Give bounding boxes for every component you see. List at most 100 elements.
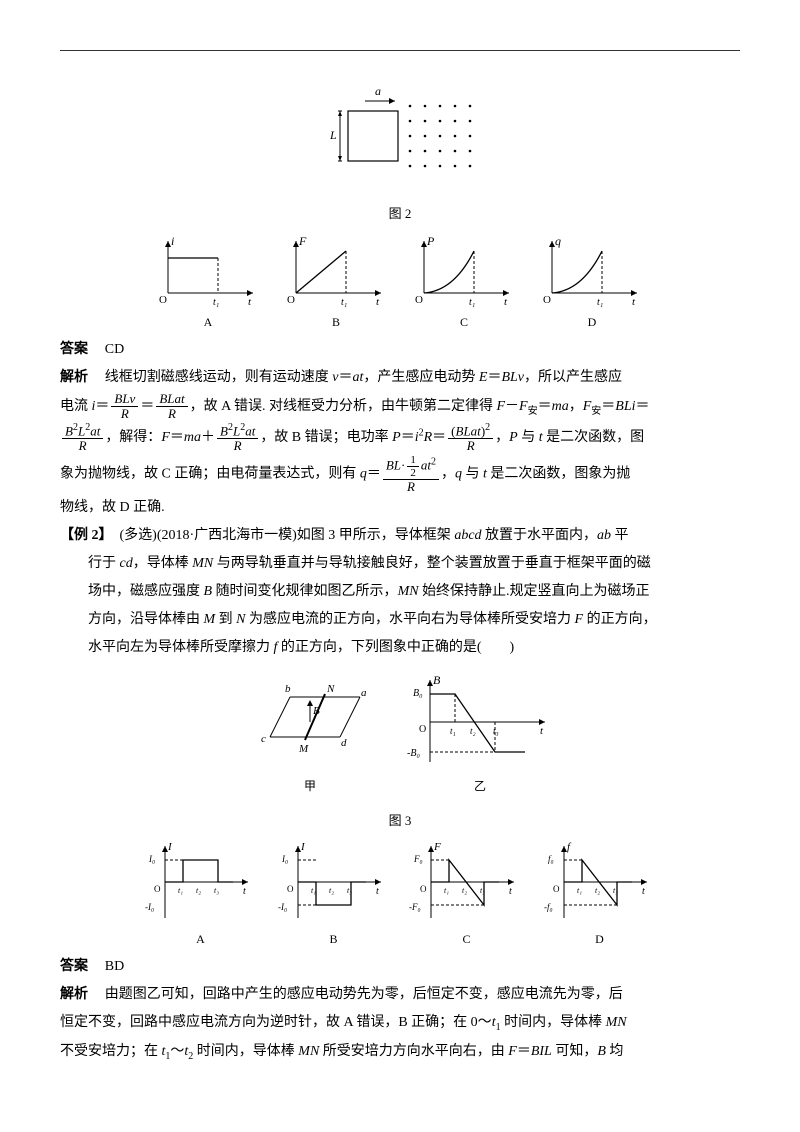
figure-3: B b N a c M d 甲 B B₀ -B₀ O t₁ t₂ t₃ t [60, 672, 740, 798]
analysis-2-l1: 解析由题图乙可知，回路中产生的感应电动势先为零，后恒定不变，感应电流先为零，后 [60, 981, 740, 1009]
svg-text:t: t [504, 296, 508, 308]
svg-text:b: b [285, 683, 291, 695]
svg-text:t₁: t₁ [469, 297, 475, 308]
graph-C: P O t t₁ [409, 233, 519, 308]
graph-B: F O t t₁ [281, 233, 391, 308]
svg-text:O: O [287, 294, 295, 306]
svg-text:t₃: t₃ [347, 886, 352, 895]
svg-text:t₁: t₁ [597, 297, 603, 308]
svg-text:t₁: t₁ [178, 886, 183, 895]
svg-text:O: O [154, 884, 161, 894]
svg-text:O: O [287, 884, 294, 894]
example-2-l4: 方向，沿导体棒由 M 到 N 为感应电流的正方向，水平向右为导体棒所受安培力 F… [60, 606, 740, 634]
svg-text:f₀: f₀ [548, 854, 554, 864]
example-2-l5: 水平向左为导体棒所受摩擦力 f 的正方向，下列图象中正确的是( ) [60, 634, 740, 662]
svg-text:i: i [171, 234, 174, 248]
svg-text:t₃: t₃ [480, 886, 485, 895]
svg-text:O: O [420, 884, 427, 894]
svg-text:t₁: t₁ [577, 886, 582, 895]
svg-text:t₁: t₁ [311, 886, 316, 895]
graph-row-1: i O t t₁ A F O t t₁ B P O t [60, 233, 740, 334]
graph2-C: F F₀ -F₀ O t t₁ t₂ t₃ [409, 840, 524, 925]
svg-text:q: q [555, 234, 561, 248]
svg-text:O: O [415, 294, 423, 306]
example-2: 【例 2】 (多选)(2018·广西北海市一模)如图 3 甲所示，导体框架 ab… [60, 522, 740, 550]
svg-text:t₂: t₂ [329, 886, 334, 895]
figure-2-svg: L a [310, 81, 490, 191]
top-rule [60, 50, 740, 51]
example-2-l2: 行于 cd，导体棒 MN 与两导轨垂直并与导轨接触良好，整个装置放置于垂直于框架… [60, 550, 740, 578]
figure-2-caption: 图 2 [60, 201, 740, 227]
analysis-1-line3: B2L2atR，解得：F＝ma＋B2L2atR，故 B 错误；电功率 P＝i2R… [60, 422, 740, 454]
svg-text:F₀: F₀ [413, 854, 423, 864]
svg-text:a: a [361, 687, 367, 699]
svg-text:t₂: t₂ [462, 886, 467, 895]
svg-text:t: t [248, 296, 252, 308]
graph-A-label: A [153, 310, 263, 334]
svg-text:t: t [632, 296, 636, 308]
svg-text:I: I [167, 841, 173, 853]
answer-1: 答案CD [60, 336, 740, 364]
label-L: L [329, 128, 337, 142]
svg-text:O: O [159, 294, 167, 306]
analysis-1-line4: 象为抛物线，故 C 正确；由电荷量表达式，则有 q＝BL·12at2R，q 与 … [60, 454, 740, 494]
svg-text:F: F [433, 841, 441, 853]
svg-text:t₁: t₁ [444, 886, 449, 895]
svg-text:t: t [509, 886, 512, 897]
graph-D-label: D [537, 310, 647, 334]
svg-text:I: I [300, 841, 306, 853]
svg-text:t: t [243, 886, 246, 897]
svg-text:c: c [261, 733, 266, 745]
fig3-left-cap: 甲 [245, 774, 375, 798]
svg-text:-I₀: -I₀ [145, 902, 154, 912]
figure-3-left: B b N a c M d [245, 672, 375, 772]
graph2-B-label: B [276, 927, 391, 951]
svg-text:M: M [298, 743, 309, 755]
svg-text:B: B [313, 705, 320, 717]
graph-A: i O t t₁ [153, 233, 263, 308]
fig3-right-cap: 乙 [405, 774, 555, 798]
svg-text:t₃: t₃ [214, 886, 219, 895]
svg-text:t: t [376, 296, 380, 308]
graph2-D: f f₀ -f₀ O t t₁ t₂ t₃ [542, 840, 657, 925]
figure-3-caption: 图 3 [60, 808, 740, 834]
svg-text:-F₀: -F₀ [409, 902, 421, 912]
svg-text:N: N [326, 683, 335, 695]
svg-text:t: t [642, 886, 645, 897]
svg-text:-B₀: -B₀ [407, 748, 420, 759]
graph-D: q O t t₁ [537, 233, 647, 308]
answer-2: 答案BD [60, 953, 740, 981]
svg-text:t₃: t₃ [613, 886, 618, 895]
analysis-1-line5: 物线，故 D 正确. [60, 494, 740, 522]
example-2-l3: 场中，磁感应强度 B 随时间变化规律如图乙所示，MN 始终保持静止.规定竖直向上… [60, 578, 740, 606]
svg-text:O: O [419, 724, 426, 735]
svg-text:t₂: t₂ [470, 726, 476, 736]
graph2-D-label: D [542, 927, 657, 951]
svg-text:t₁: t₁ [213, 297, 219, 308]
svg-text:O: O [543, 294, 551, 306]
graph-C-label: C [409, 310, 519, 334]
analysis-1-line2: 电流 i＝BLvR＝BLatR，故 A 错误. 对线框受力分析，由牛顿第二定律得… [60, 392, 740, 422]
label-a: a [375, 84, 381, 98]
graph2-B: I I₀ -I₀ O t t₁ t₂ t₃ [276, 840, 391, 925]
analysis-2-l3: 不受安培力；在 t1～t2 时间内，导体棒 MN 所受安培力方向水平向右，由 F… [60, 1038, 740, 1067]
analysis-2-l2: 恒定不变，回路中感应电流方向为逆时针，故 A 错误，B 正确；在 0～t1 时间… [60, 1009, 740, 1038]
svg-text:t₂: t₂ [595, 886, 600, 895]
svg-text:t₁: t₁ [341, 297, 347, 308]
figure-2: L a [60, 81, 740, 191]
analysis-1-line1: 解析线框切割磁感线运动，则有运动速度 v＝at，产生感应电动势 E＝BLv，所以… [60, 364, 740, 392]
graph-B-label: B [281, 310, 391, 334]
svg-text:F: F [298, 234, 307, 248]
figure-3-right: B B₀ -B₀ O t₁ t₂ t₃ t [405, 672, 555, 772]
svg-text:t₁: t₁ [450, 726, 456, 736]
svg-text:t₂: t₂ [196, 886, 201, 895]
svg-text:P: P [426, 234, 435, 248]
graph2-C-label: C [409, 927, 524, 951]
svg-text:f: f [567, 841, 572, 853]
svg-text:B₀: B₀ [413, 688, 423, 699]
svg-text:B: B [433, 673, 441, 687]
svg-text:d: d [341, 737, 347, 749]
svg-text:-I₀: -I₀ [278, 902, 287, 912]
svg-text:O: O [553, 884, 560, 894]
graph2-A: I I₀ -I₀ O t t₁ t₂ t₃ [143, 840, 258, 925]
